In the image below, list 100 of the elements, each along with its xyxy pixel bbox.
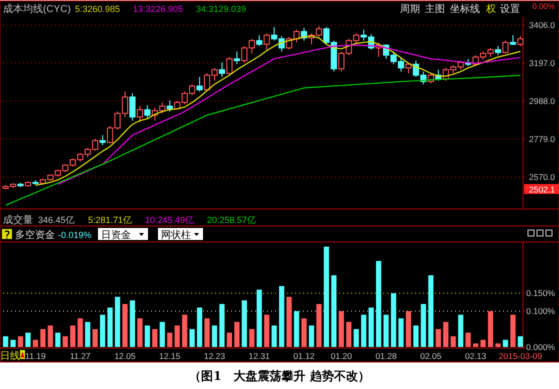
bar <box>78 318 83 347</box>
text: 20:258.57亿 <box>207 215 256 225</box>
x-tick-label: 02.13 <box>464 351 487 361</box>
text: 13:3226.905 <box>133 4 184 14</box>
y-tick-label: 0.000% <box>526 342 556 352</box>
bar <box>25 332 31 347</box>
text: 成交量 <box>3 214 33 226</box>
bar <box>62 336 68 347</box>
bar <box>272 325 277 347</box>
bar <box>114 296 120 347</box>
y-tick-label: 2988.0 <box>529 96 556 106</box>
bar <box>480 340 486 347</box>
bar <box>324 246 330 347</box>
bar <box>338 311 344 347</box>
bar <box>376 260 382 347</box>
bar <box>331 275 336 347</box>
text: （图1 大盘震荡攀升 趋势不改） <box>189 369 370 383</box>
text: 2502.1 <box>529 184 556 194</box>
text: 5:281.71亿 <box>88 215 132 225</box>
text: -0.019% <box>58 230 92 240</box>
bar <box>510 314 516 347</box>
bar <box>242 300 247 347</box>
bar <box>406 311 412 347</box>
bar <box>316 304 322 347</box>
candlestick <box>517 36 524 47</box>
bar <box>92 329 98 347</box>
bar <box>234 322 240 347</box>
bar <box>502 340 508 347</box>
bar <box>346 322 352 347</box>
bar <box>279 286 284 347</box>
x-tick-label: 12.23 <box>204 351 226 361</box>
bar <box>144 325 150 347</box>
bar <box>130 300 136 347</box>
candlestick <box>129 92 136 122</box>
bar <box>204 318 210 347</box>
x-tick-label: 01.12 <box>293 351 315 361</box>
x-tick-label: 01.20 <box>330 351 352 361</box>
candlestick <box>166 100 173 112</box>
x-tick-label: 2015-03-09 <box>498 351 542 361</box>
bar <box>190 329 195 347</box>
text: 权 <box>485 3 496 15</box>
x-tick-label: 01.28 <box>375 351 397 361</box>
bar <box>518 336 523 347</box>
bar <box>137 318 143 347</box>
dropdown: 网状柱 <box>158 228 203 241</box>
y-tick-label: 0.150% <box>526 288 556 298</box>
candlestick <box>494 46 502 56</box>
bar <box>368 308 374 347</box>
x-tick-label: 11.27 <box>70 351 91 361</box>
bar <box>383 314 389 347</box>
bar <box>167 332 172 347</box>
bar <box>174 325 180 347</box>
y-tick-label: 0.100% <box>526 306 556 316</box>
bar <box>107 308 113 347</box>
text: 10:245.49亿 <box>145 215 194 225</box>
bar <box>294 311 300 347</box>
candlestick <box>218 62 226 78</box>
bar <box>413 325 419 347</box>
text: 多空资金 <box>15 229 55 241</box>
text: 5:3260.985 <box>75 4 120 14</box>
bar <box>40 329 46 347</box>
bar <box>354 329 359 347</box>
y-tick-label: 3406.0 <box>529 20 556 30</box>
bar <box>256 290 262 347</box>
text: 346.45亿 <box>38 215 75 225</box>
candlestick <box>99 134 106 146</box>
bar <box>458 314 464 347</box>
text: 设置 <box>500 3 520 15</box>
y-tick-label: 2779.0 <box>529 134 556 144</box>
text: 0.00% <box>532 2 555 11</box>
bar <box>495 343 501 347</box>
bar <box>32 340 38 347</box>
bar <box>450 336 456 347</box>
x-tick-label: 12.31 <box>248 351 270 361</box>
bar <box>466 332 471 347</box>
text: 日线 <box>0 350 20 362</box>
candlestick <box>234 51 240 65</box>
bar <box>398 318 404 347</box>
bar <box>308 325 314 347</box>
candlestick <box>144 104 150 118</box>
bar <box>3 336 8 347</box>
x-tick-label: 12.05 <box>114 351 136 361</box>
candlestick <box>196 76 203 92</box>
bar <box>55 332 60 347</box>
bar <box>18 336 24 347</box>
bar <box>212 325 218 347</box>
bar <box>420 304 426 347</box>
bar <box>264 314 270 347</box>
bar <box>70 325 76 347</box>
text: 34:3129.039 <box>196 4 246 14</box>
bar <box>488 311 494 347</box>
bar <box>219 304 225 347</box>
candlestick <box>256 34 262 47</box>
bar <box>361 314 366 347</box>
y-tick-label: 2570.0 <box>529 172 556 182</box>
text: 主图 <box>425 3 445 15</box>
bar <box>10 340 16 347</box>
bar <box>160 322 165 347</box>
x-tick-label: 12.15 <box>159 351 181 361</box>
candlestick <box>226 56 233 75</box>
